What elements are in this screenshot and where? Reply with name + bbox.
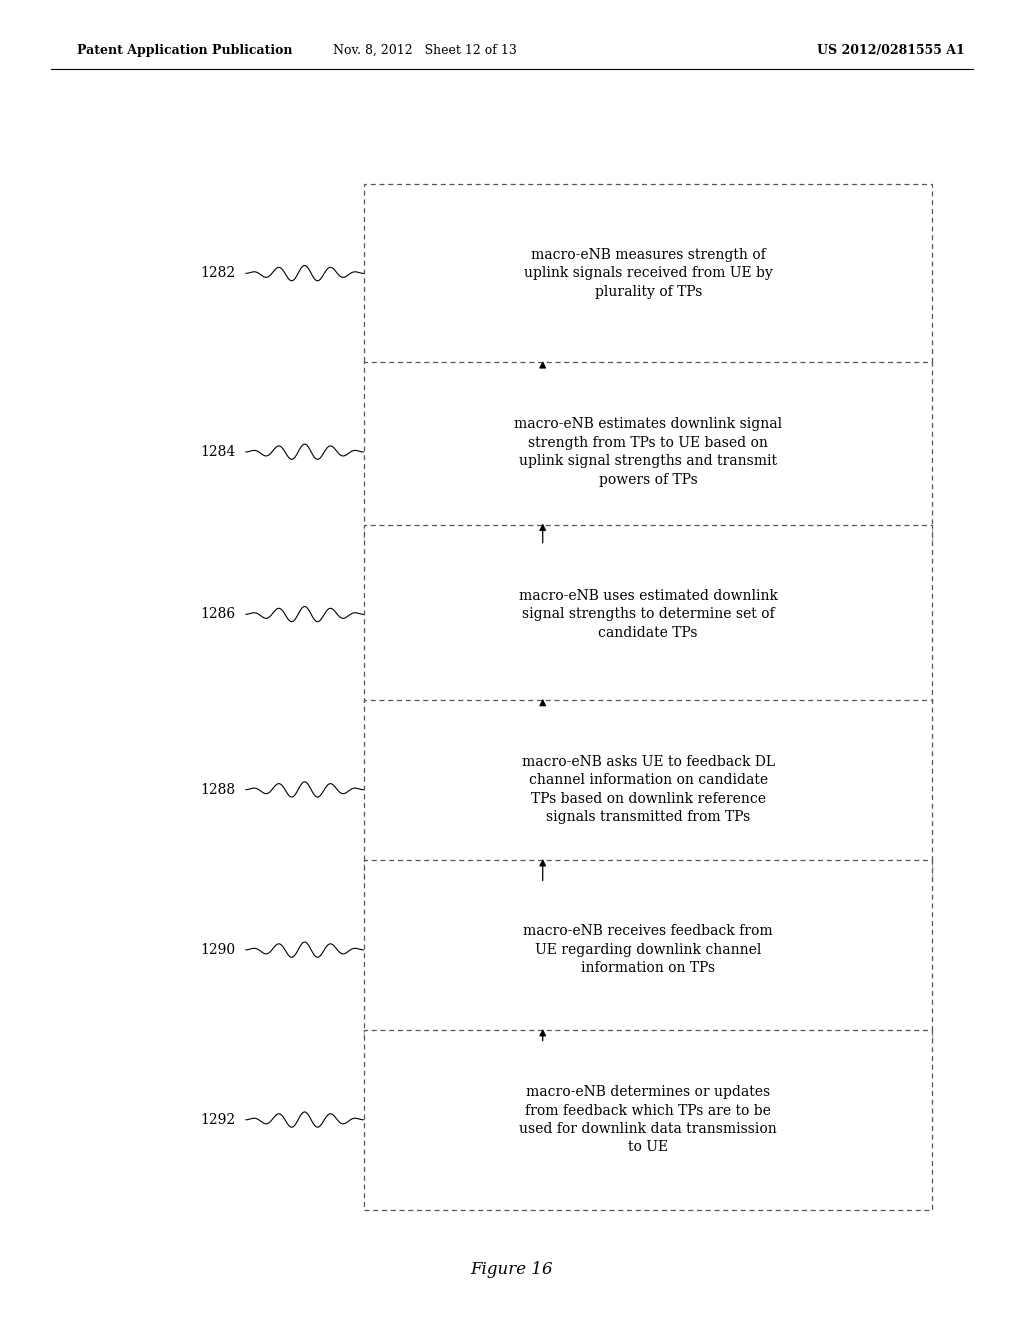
Text: macro-eNB asks UE to feedback DL
channel information on candidate
TPs based on d: macro-eNB asks UE to feedback DL channel…	[521, 755, 775, 824]
Text: 1290: 1290	[201, 942, 236, 957]
Text: macro-eNB receives feedback from
UE regarding downlink channel
information on TP: macro-eNB receives feedback from UE rega…	[523, 924, 773, 975]
Text: 1286: 1286	[201, 607, 236, 622]
Bar	[364, 362, 932, 541]
Text: macro-eNB determines or updates
from feedback which TPs are to be
used for downl: macro-eNB determines or updates from fee…	[519, 1085, 777, 1155]
Text: 1292: 1292	[201, 1113, 236, 1127]
Text: macro-eNB measures strength of
uplink signals received from UE by
plurality of T: macro-eNB measures strength of uplink si…	[524, 248, 772, 298]
Text: US 2012/0281555 A1: US 2012/0281555 A1	[817, 44, 965, 57]
Bar	[364, 861, 932, 1040]
Bar	[364, 183, 932, 363]
Text: Patent Application Publication: Patent Application Publication	[77, 44, 292, 57]
Text: 1282: 1282	[201, 267, 236, 280]
Text: Figure 16: Figure 16	[471, 1262, 553, 1278]
Bar	[364, 524, 932, 704]
Text: macro-eNB uses estimated downlink
signal strengths to determine set of
candidate: macro-eNB uses estimated downlink signal…	[519, 589, 777, 640]
Text: macro-eNB estimates downlink signal
strength from TPs to UE based on
uplink sign: macro-eNB estimates downlink signal stre…	[514, 417, 782, 487]
Text: Nov. 8, 2012   Sheet 12 of 13: Nov. 8, 2012 Sheet 12 of 13	[333, 44, 517, 57]
Bar	[364, 700, 932, 879]
Text: 1284: 1284	[201, 445, 236, 459]
Bar	[364, 1030, 932, 1209]
Text: 1288: 1288	[201, 783, 236, 797]
